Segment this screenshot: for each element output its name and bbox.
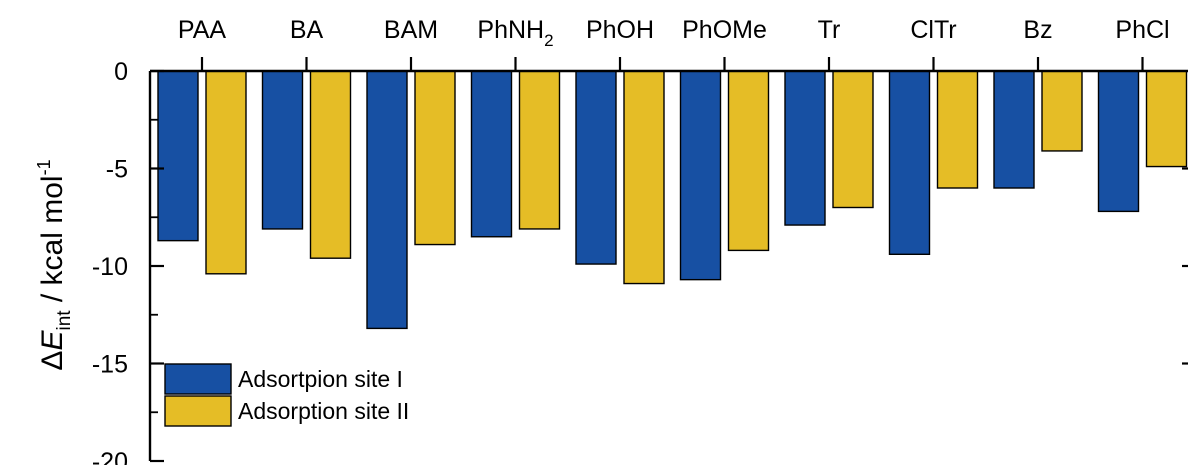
bar-site2-Bz bbox=[1041, 70, 1083, 152]
legend-swatch-2 bbox=[164, 395, 232, 427]
bar-site1-PhNH2 bbox=[470, 70, 513, 238]
category-label-BAM: BAM bbox=[384, 16, 438, 44]
bar-site2-BA bbox=[309, 70, 352, 259]
bar-site1-PhOMe bbox=[679, 70, 722, 281]
y-tick-label-0: 0 bbox=[114, 58, 128, 86]
y-tick-label--5: -5 bbox=[106, 156, 128, 184]
category-label-ClTr: ClTr bbox=[910, 16, 956, 44]
bar-site2-BAM bbox=[414, 70, 456, 246]
y-tick-label--20: -20 bbox=[92, 448, 128, 465]
bar-site1-PhOH bbox=[575, 70, 617, 265]
bar-site2-Tr bbox=[832, 70, 874, 209]
category-label-PhOH: PhOH bbox=[586, 16, 654, 44]
legend: Adsortpion site I Adsorption site II bbox=[164, 363, 409, 427]
legend-swatch-1 bbox=[164, 363, 232, 395]
bar-site2-PhCl bbox=[1145, 70, 1188, 168]
y-tick-label--15: -15 bbox=[92, 351, 128, 379]
legend-label-2: Adsorption site II bbox=[238, 398, 409, 424]
legend-label-1: Adsortpion site I bbox=[238, 366, 403, 392]
axes-layer bbox=[148, 57, 1188, 463]
bar-site1-Bz bbox=[993, 70, 1035, 189]
bar-site2-PhNH2 bbox=[518, 70, 561, 230]
bar-site1-Tr bbox=[784, 70, 826, 226]
bar-site1-ClTr bbox=[888, 70, 931, 256]
bar-site1-PhCl bbox=[1097, 70, 1140, 213]
y-axis-title: ΔEint / kcal mol-1 bbox=[34, 159, 75, 370]
category-label-Tr: Tr bbox=[818, 16, 841, 44]
category-label-Bz: Bz bbox=[1023, 16, 1052, 44]
bar-site1-BAM bbox=[366, 70, 408, 330]
category-labels: PAA BA BAM PhNH2 PhOH PhOMe Tr ClTr Bz PhCl bbox=[178, 16, 1170, 50]
bar-site2-PhOMe bbox=[727, 70, 770, 252]
category-label-PhOMe: PhOMe bbox=[682, 16, 767, 44]
bars-layer bbox=[157, 70, 1188, 330]
bar-site1-BA bbox=[261, 70, 304, 230]
y-tick-label--10: -10 bbox=[92, 253, 128, 281]
bar-site2-PAA bbox=[205, 70, 247, 275]
bar-site2-PhOH bbox=[623, 70, 665, 285]
bar-site1-PAA bbox=[157, 70, 199, 242]
category-label-PhCl: PhCl bbox=[1115, 16, 1169, 44]
bar-site2-ClTr bbox=[936, 70, 979, 189]
category-label-BA: BA bbox=[290, 16, 324, 44]
y-tick-labels: 0 -5 -10 -15 -20 bbox=[92, 58, 128, 465]
category-label-PhNH2: PhNH2 bbox=[477, 16, 553, 50]
category-label-PAA: PAA bbox=[178, 16, 226, 44]
